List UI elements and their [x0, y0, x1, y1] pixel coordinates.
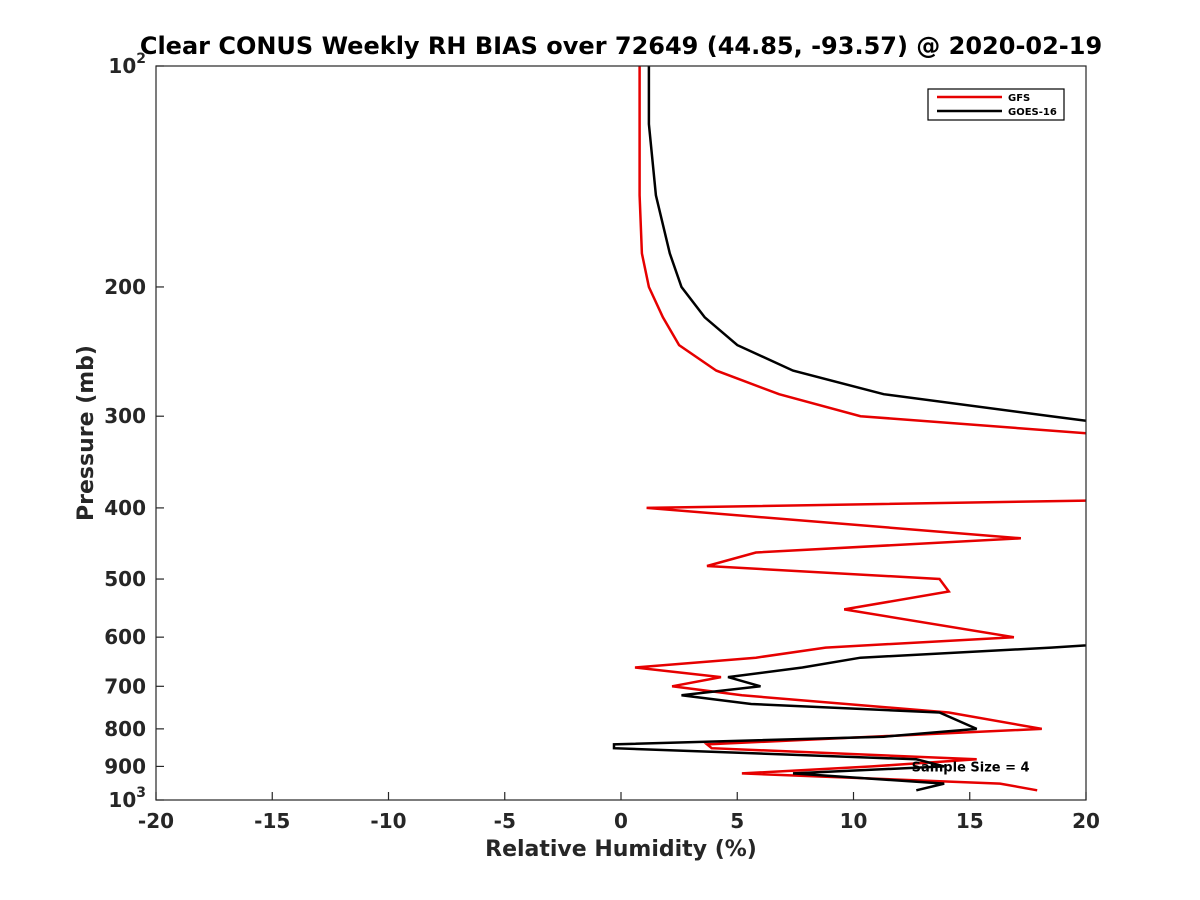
series-layer	[612, 66, 1086, 792]
legend-label-gfs: GFS	[1008, 93, 1030, 104]
y-axis-label: Pressure (mb)	[74, 345, 99, 521]
x-tick-label: 15	[956, 809, 984, 833]
x-tick-label: 20	[1072, 809, 1100, 833]
x-tick-label: 0	[614, 809, 628, 833]
chart-title: Clear CONUS Weekly RH BIAS over 72649 (4…	[140, 32, 1102, 60]
y-tick-label: 400	[104, 496, 146, 520]
x-tick-label: -15	[254, 809, 290, 833]
x-tick-label: -5	[494, 809, 516, 833]
series-line-gfs	[634, 66, 1086, 792]
x-tick-label: 10	[840, 809, 868, 833]
y-axis: 102 200 300 400 500 600 700 800 900 103	[104, 51, 164, 812]
legend-label-goes16: GOES-16	[1008, 107, 1057, 118]
series-line-goes16	[612, 66, 1086, 792]
x-axis: -20 -15 -10 -5 0 5 10 15 20	[138, 792, 1100, 833]
y-tick-label: 103	[108, 785, 146, 812]
y-tick-label: 200	[104, 275, 146, 299]
x-tick-label: 5	[730, 809, 744, 833]
x-tick-label: -10	[370, 809, 406, 833]
legend: GFS GOES-16	[927, 88, 1065, 121]
y-tick-label: 600	[104, 625, 146, 649]
y-tick-label: 800	[104, 717, 146, 741]
plot-frame	[155, 65, 1087, 801]
sample-size-annotation: Sample Size = 4	[912, 760, 1030, 775]
y-tick-label: 700	[104, 674, 146, 698]
x-tick-label: -20	[138, 809, 174, 833]
y-tick-label: 500	[104, 567, 146, 591]
y-tick-label: 300	[104, 404, 146, 428]
legend-box	[927, 88, 1065, 121]
x-axis-label: Relative Humidity (%)	[485, 837, 757, 862]
y-tick-label: 102	[108, 51, 146, 78]
y-tick-label: 900	[104, 754, 146, 778]
